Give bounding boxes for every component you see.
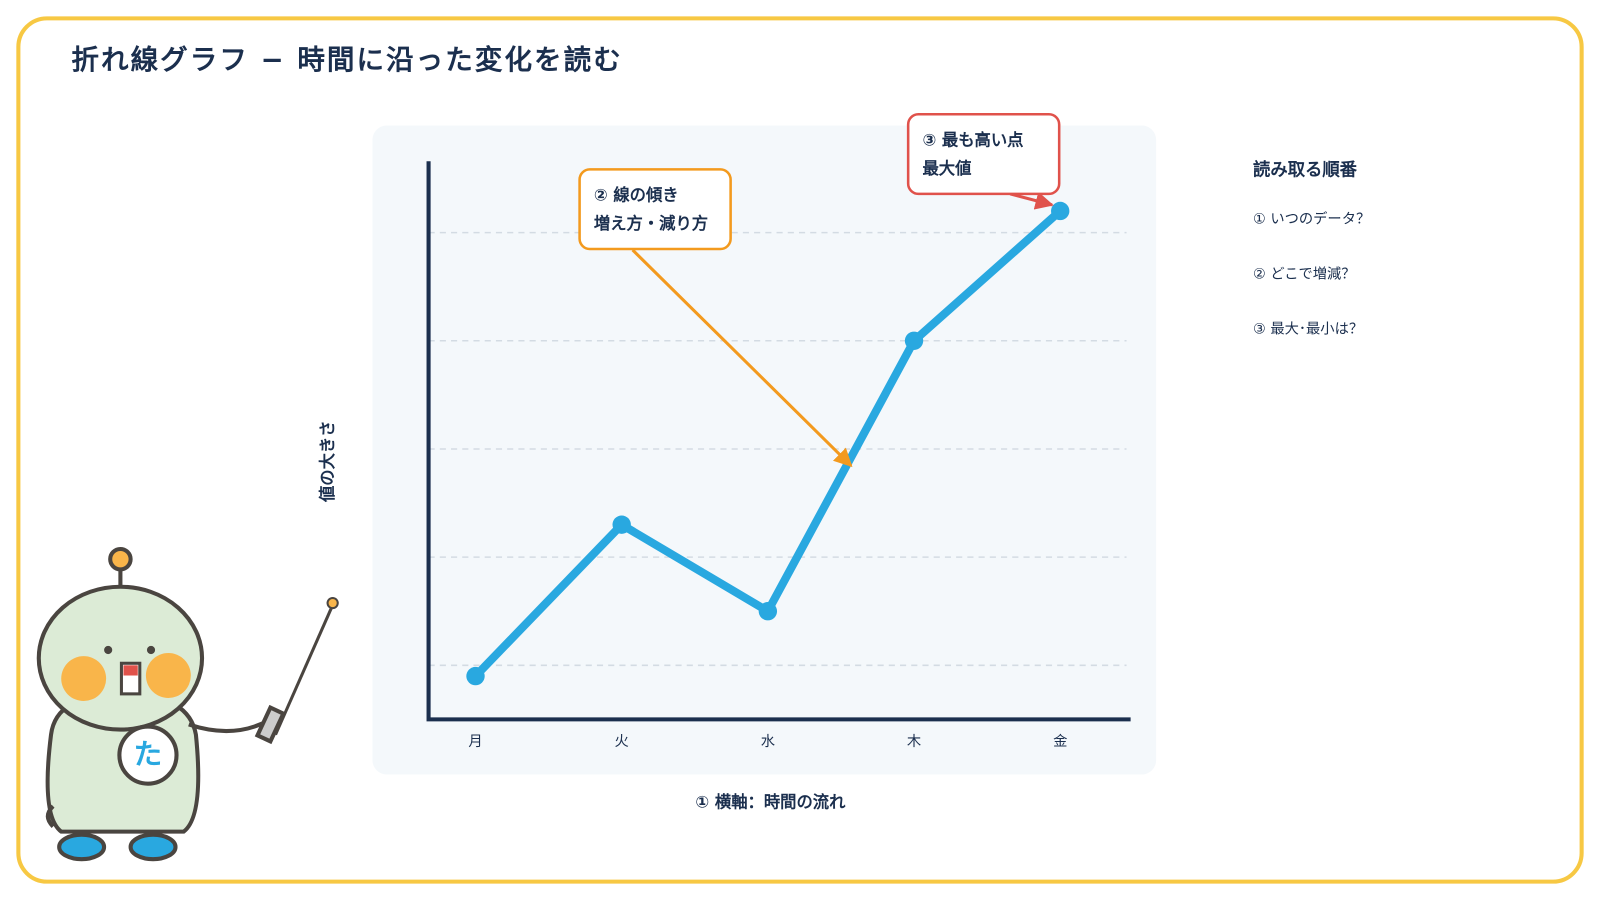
callout-box	[906, 113, 1061, 196]
callout-text: 増え方・減り方	[594, 214, 708, 233]
x-tick-label: 火	[615, 734, 629, 750]
side-item: ① いつのデータ？	[1253, 209, 1370, 227]
side-item: ② どこで増減？	[1253, 265, 1355, 282]
x-tick-label: 月	[468, 734, 482, 750]
data-point	[1051, 201, 1070, 221]
callout-text: ③ 最も高い点	[922, 130, 1023, 149]
y-axis-label: 値の大きさ	[318, 420, 337, 503]
chart-panel	[372, 125, 1157, 775]
mascot	[36, 546, 335, 862]
x-tick-label: 木	[907, 733, 921, 750]
mascot-face	[61, 596, 339, 702]
x-tick-label: 水	[761, 733, 775, 750]
side-title: 読み取る順番	[1253, 159, 1358, 180]
x-axis-label: ① 横軸：時間の流れ	[695, 793, 846, 812]
mascot-label: た	[134, 737, 163, 771]
data-point	[758, 602, 778, 621]
callout-text: 最大値	[922, 159, 971, 178]
callout-arrow	[631, 248, 853, 468]
data-point	[904, 331, 924, 350]
x-tick-label: 金	[1053, 733, 1067, 750]
side-item: ③ 最大･最小は？	[1253, 321, 1363, 338]
callout-text: ② 線の傾き	[594, 185, 679, 204]
page-title: 折れ線グラフ − 時間に沿った変化を読む	[71, 44, 622, 76]
callout-box	[578, 168, 732, 251]
callout-arrow	[1009, 191, 1054, 210]
data-point	[612, 515, 631, 534]
data-point	[466, 666, 485, 686]
axes	[426, 161, 1131, 722]
